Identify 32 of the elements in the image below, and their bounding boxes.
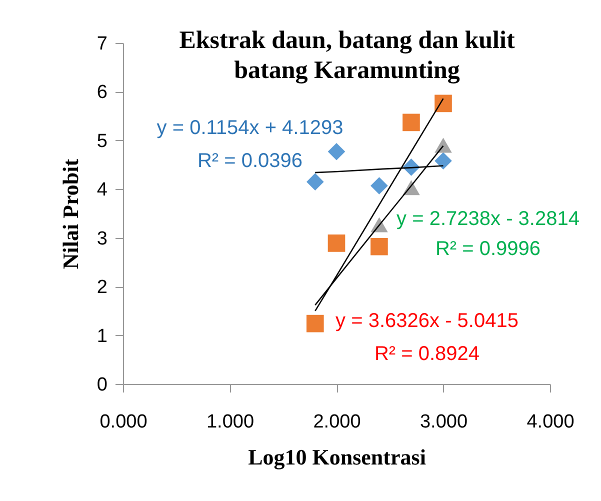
y-tick-label: 2: [96, 277, 108, 298]
x-axis-title: Log10 Konsentrasi: [248, 444, 426, 470]
y-tick-label: 1: [96, 326, 108, 347]
point: [402, 114, 420, 132]
annotation: y = 0.1154x + 4.1293: [156, 117, 344, 139]
x-tick-label: 1.000: [206, 412, 254, 432]
y-tick-label: 5: [96, 130, 108, 152]
y-axis-title: Nilai Probit: [58, 158, 83, 270]
point: [370, 177, 388, 194]
x-tick-label: 4.000: [526, 412, 574, 432]
x-tick-label: 2.000: [313, 412, 361, 432]
annotation: R² = 0.9996: [435, 238, 541, 260]
x-tick-label: 0.000: [100, 412, 148, 432]
annotation: y = 2.7238x - 3.2814: [396, 208, 580, 230]
point: [328, 234, 346, 252]
annotation: R² = 0.8924: [374, 343, 480, 365]
point: [306, 314, 324, 332]
point: [434, 152, 452, 170]
x-tick-label: 3.000: [420, 412, 468, 432]
y-tick-label: 0: [96, 374, 108, 396]
point: [370, 238, 388, 256]
y-tick-label: 7: [96, 34, 108, 54]
point: [434, 94, 452, 112]
point: [434, 138, 452, 153]
annotation: y = 3.6326x - 5.0415: [336, 310, 518, 332]
y-tick-label: 3: [96, 228, 108, 250]
y-tick-label: 6: [96, 82, 108, 104]
point: [306, 173, 324, 190]
y-tick-label: 4: [96, 180, 108, 201]
chart-title: Ekstrak daun, batang dan kulit batang Karamunting: [179, 27, 516, 84]
point: [328, 142, 346, 160]
annotation: R² = 0.0396: [197, 150, 303, 172]
